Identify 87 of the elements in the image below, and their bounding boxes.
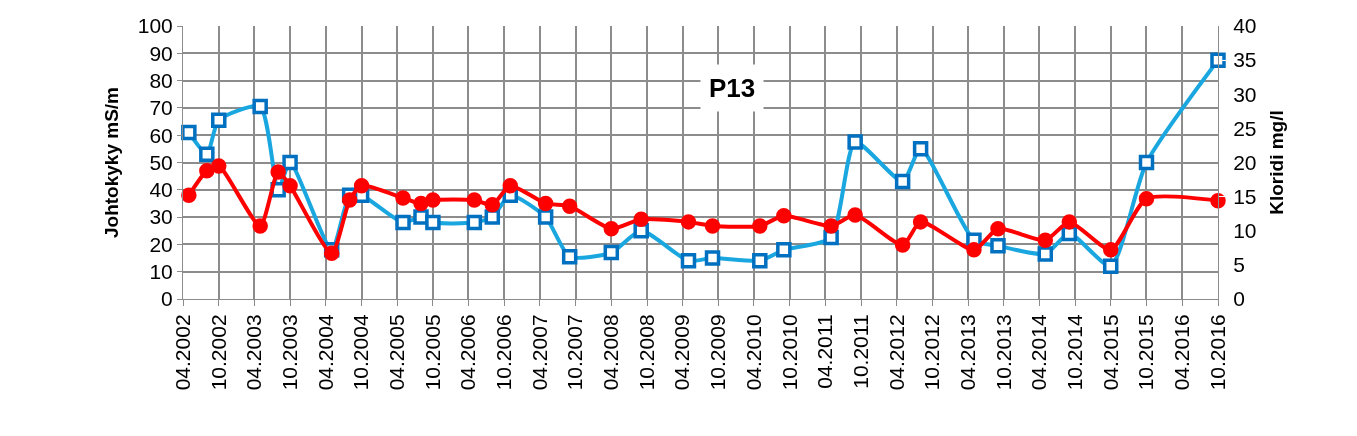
text: P13 <box>709 73 756 103</box>
x-tick-label: 10.2012 <box>920 314 944 391</box>
point <box>966 242 982 258</box>
y2-tick-label: 40 <box>1233 14 1257 38</box>
x-tick-label: 10.2007 <box>563 314 587 391</box>
point <box>633 211 649 227</box>
x-tick-label: 04.2013 <box>955 314 979 391</box>
point <box>537 195 554 212</box>
x-tick-label: 04.2004 <box>313 314 337 391</box>
point <box>270 164 286 180</box>
x-tick-label: 04.2012 <box>884 314 908 391</box>
x-tick-label: 10.2009 <box>706 314 730 391</box>
point <box>323 245 340 262</box>
point <box>603 220 620 237</box>
point <box>561 198 578 214</box>
point <box>752 218 768 234</box>
y-tick-label: 10 <box>149 260 173 284</box>
point <box>704 218 721 234</box>
x-tick-label: 10.2006 <box>492 314 516 391</box>
x-tick-label: 10.2013 <box>991 314 1015 391</box>
y2-tick-label: 25 <box>1233 116 1257 140</box>
point <box>413 195 429 212</box>
y-tick-label: 90 <box>149 41 173 65</box>
x-tick-label: 04.2007 <box>527 314 551 391</box>
y-tick-label: 30 <box>149 205 173 229</box>
y2-tick-label: 0 <box>1233 287 1245 311</box>
point <box>252 218 268 234</box>
x-tick-label: 04.2016 <box>1170 314 1194 391</box>
y2-tick-label: 5 <box>1233 253 1245 277</box>
y-tick-label: 100 <box>137 14 173 38</box>
point <box>502 177 519 194</box>
point <box>1102 242 1119 258</box>
y2-tick-label: 35 <box>1233 48 1257 72</box>
y-tick-label: 70 <box>149 96 173 120</box>
point <box>425 192 441 208</box>
x-tick-label: 10.2005 <box>420 314 444 391</box>
y-tick-label: 40 <box>149 178 173 202</box>
point <box>484 197 501 213</box>
y-axis-title: Johtokyky mS/m <box>100 87 122 238</box>
x-tick-label: 10.2016 <box>1205 314 1229 391</box>
point <box>1210 192 1226 209</box>
x-tick-label: 10.2008 <box>634 314 658 391</box>
x-tick-label: 10.2014 <box>1062 314 1086 391</box>
x-tick-label: 10.2010 <box>777 314 801 391</box>
point <box>776 207 792 224</box>
y-tick-label: 80 <box>149 68 173 92</box>
x-tick-label: 10.2003 <box>277 314 301 391</box>
point <box>894 237 911 253</box>
y-tick-label: 20 <box>149 232 173 256</box>
y2-tick-label: 30 <box>1233 82 1257 106</box>
y2-tick-label: 15 <box>1233 184 1257 208</box>
x-tick-label: 04.2011 <box>813 314 837 389</box>
y2-tick-label: 10 <box>1233 219 1257 243</box>
x-tick-label: 10.2011 <box>848 314 872 389</box>
x-tick-label: 10.2015 <box>1134 314 1158 391</box>
point <box>341 192 358 208</box>
point <box>912 214 929 230</box>
x-tick-label: 10.2002 <box>206 314 230 391</box>
x-tick-label: 10.2004 <box>349 314 373 391</box>
point <box>990 220 1006 237</box>
x-tick-label: 04.2014 <box>1027 314 1051 391</box>
x-tick-label: 04.2006 <box>456 314 480 391</box>
point <box>282 177 298 194</box>
point <box>211 158 227 174</box>
x-tick-label: 04.2002 <box>170 314 194 391</box>
y2-tick-label: 20 <box>1233 150 1257 174</box>
y2-axis-title: Kloridi mg/l <box>1266 110 1288 215</box>
point <box>353 177 370 194</box>
x-tick-label: 04.2008 <box>599 314 623 391</box>
x-tick-label: 04.2003 <box>242 314 266 391</box>
point <box>680 214 697 230</box>
point <box>847 207 863 223</box>
x-tick-label: 04.2015 <box>1098 314 1122 391</box>
point <box>1037 232 1054 249</box>
point <box>1138 190 1155 207</box>
x-tick-label: 04.2010 <box>741 314 765 391</box>
point <box>1061 214 1078 230</box>
y-tick-label: 0 <box>161 287 173 311</box>
y-tick-label: 50 <box>149 150 173 174</box>
point <box>395 190 411 206</box>
point <box>181 187 197 203</box>
point <box>823 218 839 234</box>
y-tick-label: 60 <box>149 123 173 147</box>
point <box>466 192 483 208</box>
x-tick-label: 04.2005 <box>384 314 408 391</box>
x-tick-label: 04.2009 <box>670 314 694 391</box>
point <box>199 162 215 179</box>
